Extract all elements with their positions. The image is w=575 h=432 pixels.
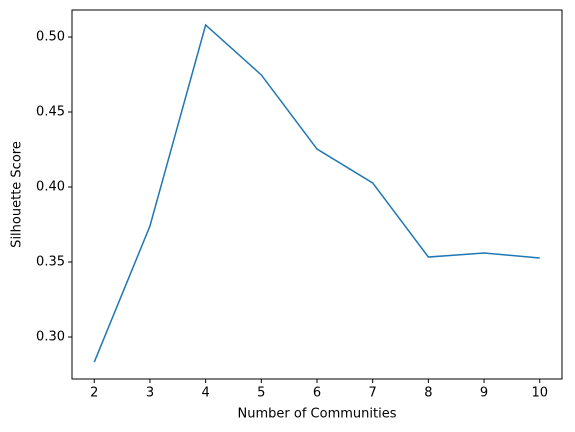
x-tick-label: 4 xyxy=(201,386,209,401)
x-tick-label: 6 xyxy=(313,386,321,401)
x-tick-label: 10 xyxy=(531,386,548,401)
plot-frame xyxy=(71,9,563,380)
y-tick-label: 0.50 xyxy=(36,30,65,45)
x-tick-label: 7 xyxy=(369,386,377,401)
data-line xyxy=(93,23,540,363)
y-axis-label: Silhouette Score xyxy=(10,141,25,248)
x-tick-label: 8 xyxy=(424,386,432,401)
x-tick-label: 2 xyxy=(90,386,98,401)
y-tick-label: 0.45 xyxy=(36,105,65,120)
y-tick-label: 0.30 xyxy=(36,330,65,345)
y-tick-label: 0.40 xyxy=(36,180,65,195)
y-tick-label: 0.35 xyxy=(36,255,65,270)
x-axis-label: Number of Communities xyxy=(238,407,397,422)
x-tick-label: 9 xyxy=(480,386,488,401)
x-tick-label: 3 xyxy=(146,386,154,401)
x-tick-label: 5 xyxy=(257,386,265,401)
